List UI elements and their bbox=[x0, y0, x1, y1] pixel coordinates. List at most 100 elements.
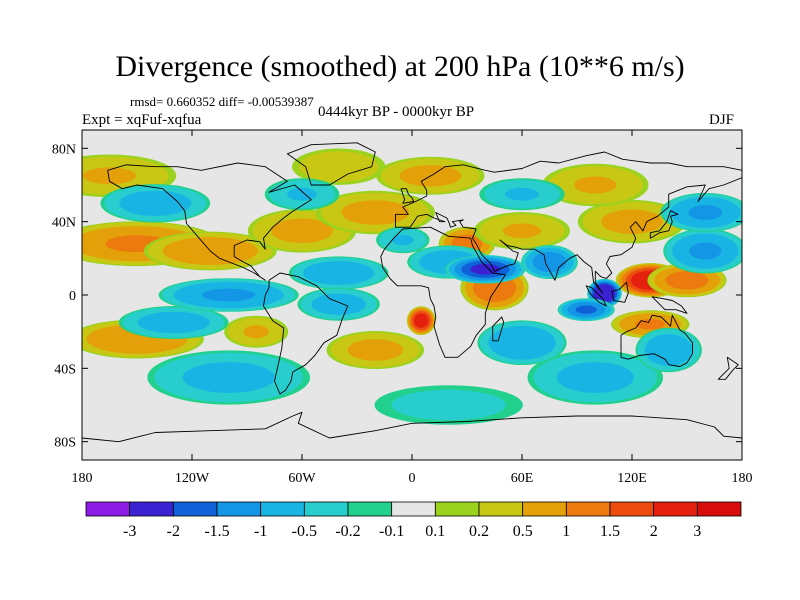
colorbar-label-4: -0.5 bbox=[292, 523, 317, 540]
x-tick-label-3: 0 bbox=[409, 471, 416, 486]
coastline-eurasia bbox=[395, 151, 742, 294]
contour-band-24-2 bbox=[311, 293, 366, 316]
colorbar-swatch-2 bbox=[172, 501, 218, 517]
field-anomaly-18 bbox=[118, 306, 229, 339]
colorbar-label-12: 2 bbox=[650, 523, 658, 540]
contour-band-22-3 bbox=[202, 288, 256, 302]
contour-band-17-2 bbox=[243, 325, 269, 339]
colorbar-label-7: 0.1 bbox=[425, 523, 445, 540]
colorbar-swatch-3 bbox=[216, 501, 262, 517]
coastline-australia bbox=[620, 314, 693, 367]
colorbar-swatch-13 bbox=[653, 501, 698, 517]
y-tick-label-4: 80S bbox=[54, 436, 76, 451]
field-anomaly-34 bbox=[479, 178, 565, 211]
season-label: DJF bbox=[709, 112, 735, 128]
field-anomaly-35 bbox=[660, 192, 742, 233]
colorbar-swatch-9 bbox=[478, 501, 524, 517]
colorbar-label-1: -2 bbox=[167, 523, 180, 540]
field-anomaly-19 bbox=[147, 350, 311, 405]
contour-band-3-2 bbox=[341, 200, 410, 225]
contour-band-6-2 bbox=[601, 209, 663, 234]
coastline-britain bbox=[400, 188, 415, 204]
field-anomaly-14 bbox=[406, 306, 436, 336]
contour-band-8-1 bbox=[299, 151, 379, 183]
coastline-africa bbox=[380, 226, 506, 358]
field-anomaly-22 bbox=[158, 278, 299, 312]
y-tick-label-1: 40N bbox=[52, 216, 76, 231]
colorbar-swatch-6 bbox=[347, 501, 393, 517]
contour-band-23-2 bbox=[303, 261, 375, 285]
field-anomaly-8 bbox=[292, 148, 386, 185]
coastline-madagascar bbox=[492, 316, 505, 342]
field-anomaly-38 bbox=[326, 331, 425, 369]
contour-band-10-2 bbox=[574, 176, 617, 194]
colorbar-swatch-4 bbox=[260, 501, 305, 517]
x-tick-label-4: 60E bbox=[511, 471, 534, 486]
field-anomaly-30 bbox=[663, 228, 742, 274]
map-area bbox=[81, 129, 743, 461]
period-label: 0444kyr BP - 0000kyr BP bbox=[318, 104, 475, 120]
contour-band-30-3 bbox=[689, 242, 722, 260]
colorbar-label-0: -3 bbox=[123, 523, 136, 540]
coastline-north-america bbox=[107, 162, 312, 281]
contour-band-36-2 bbox=[287, 187, 317, 201]
contour-band-2-2 bbox=[271, 218, 333, 244]
contour-band-32-2 bbox=[488, 325, 556, 360]
field-anomaly-26 bbox=[445, 254, 526, 284]
colorbar-swatch-12 bbox=[609, 501, 655, 517]
x-tick-label-5: 120E bbox=[617, 471, 647, 486]
colorbar-label-9: 0.5 bbox=[513, 523, 533, 540]
contour-band-18-2 bbox=[137, 311, 210, 334]
x-tick-label-2: 60W bbox=[288, 471, 316, 486]
field-anomaly-23 bbox=[288, 256, 389, 290]
colorbar-swatch-11 bbox=[565, 501, 611, 517]
contour-band-21-1 bbox=[391, 389, 506, 421]
field-anomaly-20 bbox=[527, 350, 664, 405]
colorbar-swatch-7 bbox=[391, 501, 436, 517]
colorbar-swatch-10 bbox=[522, 501, 567, 517]
contour-band-31-2 bbox=[644, 334, 693, 366]
y-tick-label-0: 80N bbox=[52, 142, 76, 157]
colorbar-swatch-5 bbox=[303, 501, 349, 517]
contour-band-15-3 bbox=[635, 319, 666, 330]
field-anomaly-36 bbox=[264, 178, 340, 211]
field-anomaly-10 bbox=[542, 163, 649, 207]
contour-band-14-5 bbox=[414, 313, 429, 328]
x-tick-label-0: 180 bbox=[72, 471, 93, 486]
field-anomaly-5 bbox=[474, 212, 570, 250]
contour-band-38-2 bbox=[347, 339, 403, 361]
field-anomaly-27 bbox=[521, 245, 578, 279]
colorbar-label-3: -1 bbox=[254, 523, 267, 540]
colorbar-label-5: -0.2 bbox=[335, 523, 360, 540]
coastline-south-america bbox=[263, 272, 349, 395]
contour-band-35-3 bbox=[688, 205, 723, 220]
field-anomaly-37 bbox=[376, 226, 430, 254]
contour-band-33-2 bbox=[119, 190, 192, 216]
contour-band-12-3 bbox=[665, 271, 709, 290]
x-tick-label-6: 180 bbox=[732, 471, 753, 486]
field-anomaly-21 bbox=[374, 385, 523, 425]
contour-band-7-2 bbox=[83, 167, 136, 185]
contour-band-37-2 bbox=[392, 234, 414, 246]
colorbar-swatch-14 bbox=[696, 501, 742, 517]
y-tick-label-3: 40S bbox=[54, 362, 76, 377]
coastline-antarctica bbox=[82, 411, 742, 443]
y-tick-label-2: 0 bbox=[69, 289, 76, 304]
experiment-label: Expt = xqFuf-xqfua bbox=[82, 112, 202, 128]
field-anomaly-17 bbox=[224, 315, 289, 348]
field-anomaly-24 bbox=[297, 287, 380, 321]
coastline-new-zealand bbox=[717, 356, 739, 380]
axes: 180 120W 60W 0 60E 120E 180 80N 40N 0 40S 80S bbox=[52, 130, 753, 486]
colorbar-label-10: 1 bbox=[562, 523, 570, 540]
field-anomaly-32 bbox=[477, 320, 567, 366]
chart-title: Divergence (smoothed) at 200 hPa (10**6 … bbox=[115, 50, 685, 83]
coastline-new-guinea bbox=[651, 296, 688, 314]
rmsd-diff-stats: rmsd= 0.660352 diff= -0.00539387 bbox=[130, 94, 314, 109]
coastline-sumatra bbox=[585, 285, 607, 307]
x-tick-label-1: 120W bbox=[175, 471, 210, 486]
colorbar-swatch-0 bbox=[85, 501, 131, 517]
contour-band-19-2 bbox=[182, 362, 275, 393]
contour-band-5-2 bbox=[502, 223, 542, 239]
field-anomaly-33 bbox=[100, 184, 211, 223]
